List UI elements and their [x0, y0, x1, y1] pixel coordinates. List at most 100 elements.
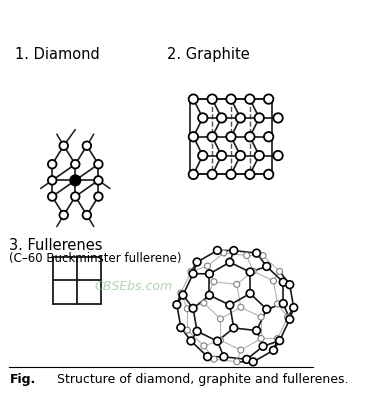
Circle shape [211, 279, 217, 285]
Circle shape [276, 337, 284, 344]
Circle shape [290, 304, 297, 311]
Circle shape [184, 306, 190, 312]
Circle shape [189, 305, 197, 312]
Circle shape [193, 258, 201, 266]
Circle shape [250, 268, 256, 274]
Circle shape [189, 94, 198, 104]
Circle shape [259, 342, 267, 350]
Circle shape [173, 301, 181, 308]
Circle shape [244, 252, 250, 259]
Circle shape [253, 327, 261, 334]
Circle shape [94, 160, 103, 168]
Circle shape [188, 269, 194, 275]
Circle shape [71, 160, 80, 168]
Circle shape [205, 263, 211, 269]
Circle shape [286, 281, 294, 288]
Circle shape [59, 211, 68, 219]
Circle shape [48, 160, 56, 168]
Circle shape [208, 170, 217, 179]
Circle shape [83, 142, 91, 150]
Circle shape [279, 300, 287, 308]
Circle shape [198, 151, 208, 160]
Circle shape [217, 113, 226, 122]
Circle shape [230, 324, 238, 332]
Circle shape [94, 192, 103, 201]
Circle shape [179, 291, 187, 299]
Circle shape [236, 113, 245, 122]
Circle shape [258, 335, 264, 342]
Circle shape [230, 247, 238, 254]
Circle shape [234, 359, 240, 365]
Circle shape [264, 94, 273, 104]
Circle shape [255, 113, 264, 122]
Circle shape [226, 132, 236, 142]
Circle shape [221, 250, 227, 256]
Circle shape [178, 290, 184, 296]
Circle shape [48, 192, 56, 201]
Text: Structure of diamond, graphite and fullerenes.: Structure of diamond, graphite and fulle… [32, 373, 348, 386]
Circle shape [255, 151, 264, 160]
Circle shape [245, 170, 255, 179]
Circle shape [71, 192, 80, 201]
Circle shape [274, 301, 280, 307]
Circle shape [201, 343, 207, 349]
Circle shape [263, 305, 271, 313]
Circle shape [193, 327, 201, 335]
Circle shape [208, 94, 217, 104]
Text: 3. Fullerenes: 3. Fullerenes [9, 238, 102, 253]
Circle shape [201, 300, 207, 306]
Circle shape [214, 337, 221, 345]
Circle shape [211, 356, 217, 362]
Circle shape [217, 316, 223, 322]
Circle shape [204, 353, 211, 361]
Text: (C–60 Buckminster fullerene): (C–60 Buckminster fullerene) [9, 252, 181, 265]
Circle shape [234, 281, 240, 287]
Circle shape [245, 94, 255, 104]
Circle shape [285, 314, 291, 320]
Text: 1. Diamond: 1. Diamond [15, 47, 99, 62]
Circle shape [258, 314, 264, 320]
Circle shape [48, 176, 56, 185]
Circle shape [206, 270, 213, 278]
Circle shape [83, 211, 91, 219]
Circle shape [226, 259, 233, 266]
Circle shape [208, 132, 217, 142]
Circle shape [243, 356, 250, 363]
Circle shape [59, 142, 68, 150]
Circle shape [206, 291, 213, 299]
Circle shape [270, 278, 276, 284]
Circle shape [279, 278, 287, 286]
Circle shape [264, 132, 273, 142]
Circle shape [238, 347, 244, 353]
Circle shape [253, 249, 261, 257]
Circle shape [274, 336, 280, 342]
Circle shape [226, 301, 233, 309]
Circle shape [94, 176, 103, 185]
Circle shape [238, 304, 244, 310]
Circle shape [249, 358, 257, 366]
Circle shape [220, 353, 228, 361]
Circle shape [246, 290, 254, 297]
Text: Fig.: Fig. [10, 373, 36, 386]
Circle shape [263, 263, 271, 270]
Circle shape [187, 337, 195, 345]
Circle shape [260, 253, 266, 259]
Circle shape [286, 315, 294, 323]
Circle shape [177, 324, 185, 332]
Circle shape [273, 151, 283, 160]
Text: 2. Graphite: 2. Graphite [167, 47, 250, 62]
Circle shape [217, 337, 223, 343]
Circle shape [198, 113, 208, 122]
Circle shape [270, 347, 277, 354]
Circle shape [226, 170, 236, 179]
Circle shape [214, 247, 221, 254]
Circle shape [245, 132, 255, 142]
Circle shape [273, 113, 283, 122]
Circle shape [236, 151, 245, 160]
Circle shape [189, 170, 198, 179]
Circle shape [277, 269, 283, 274]
Circle shape [217, 151, 226, 160]
Circle shape [264, 170, 273, 179]
Circle shape [226, 94, 236, 104]
Text: CBSEbs.com: CBSEbs.com [94, 281, 172, 293]
